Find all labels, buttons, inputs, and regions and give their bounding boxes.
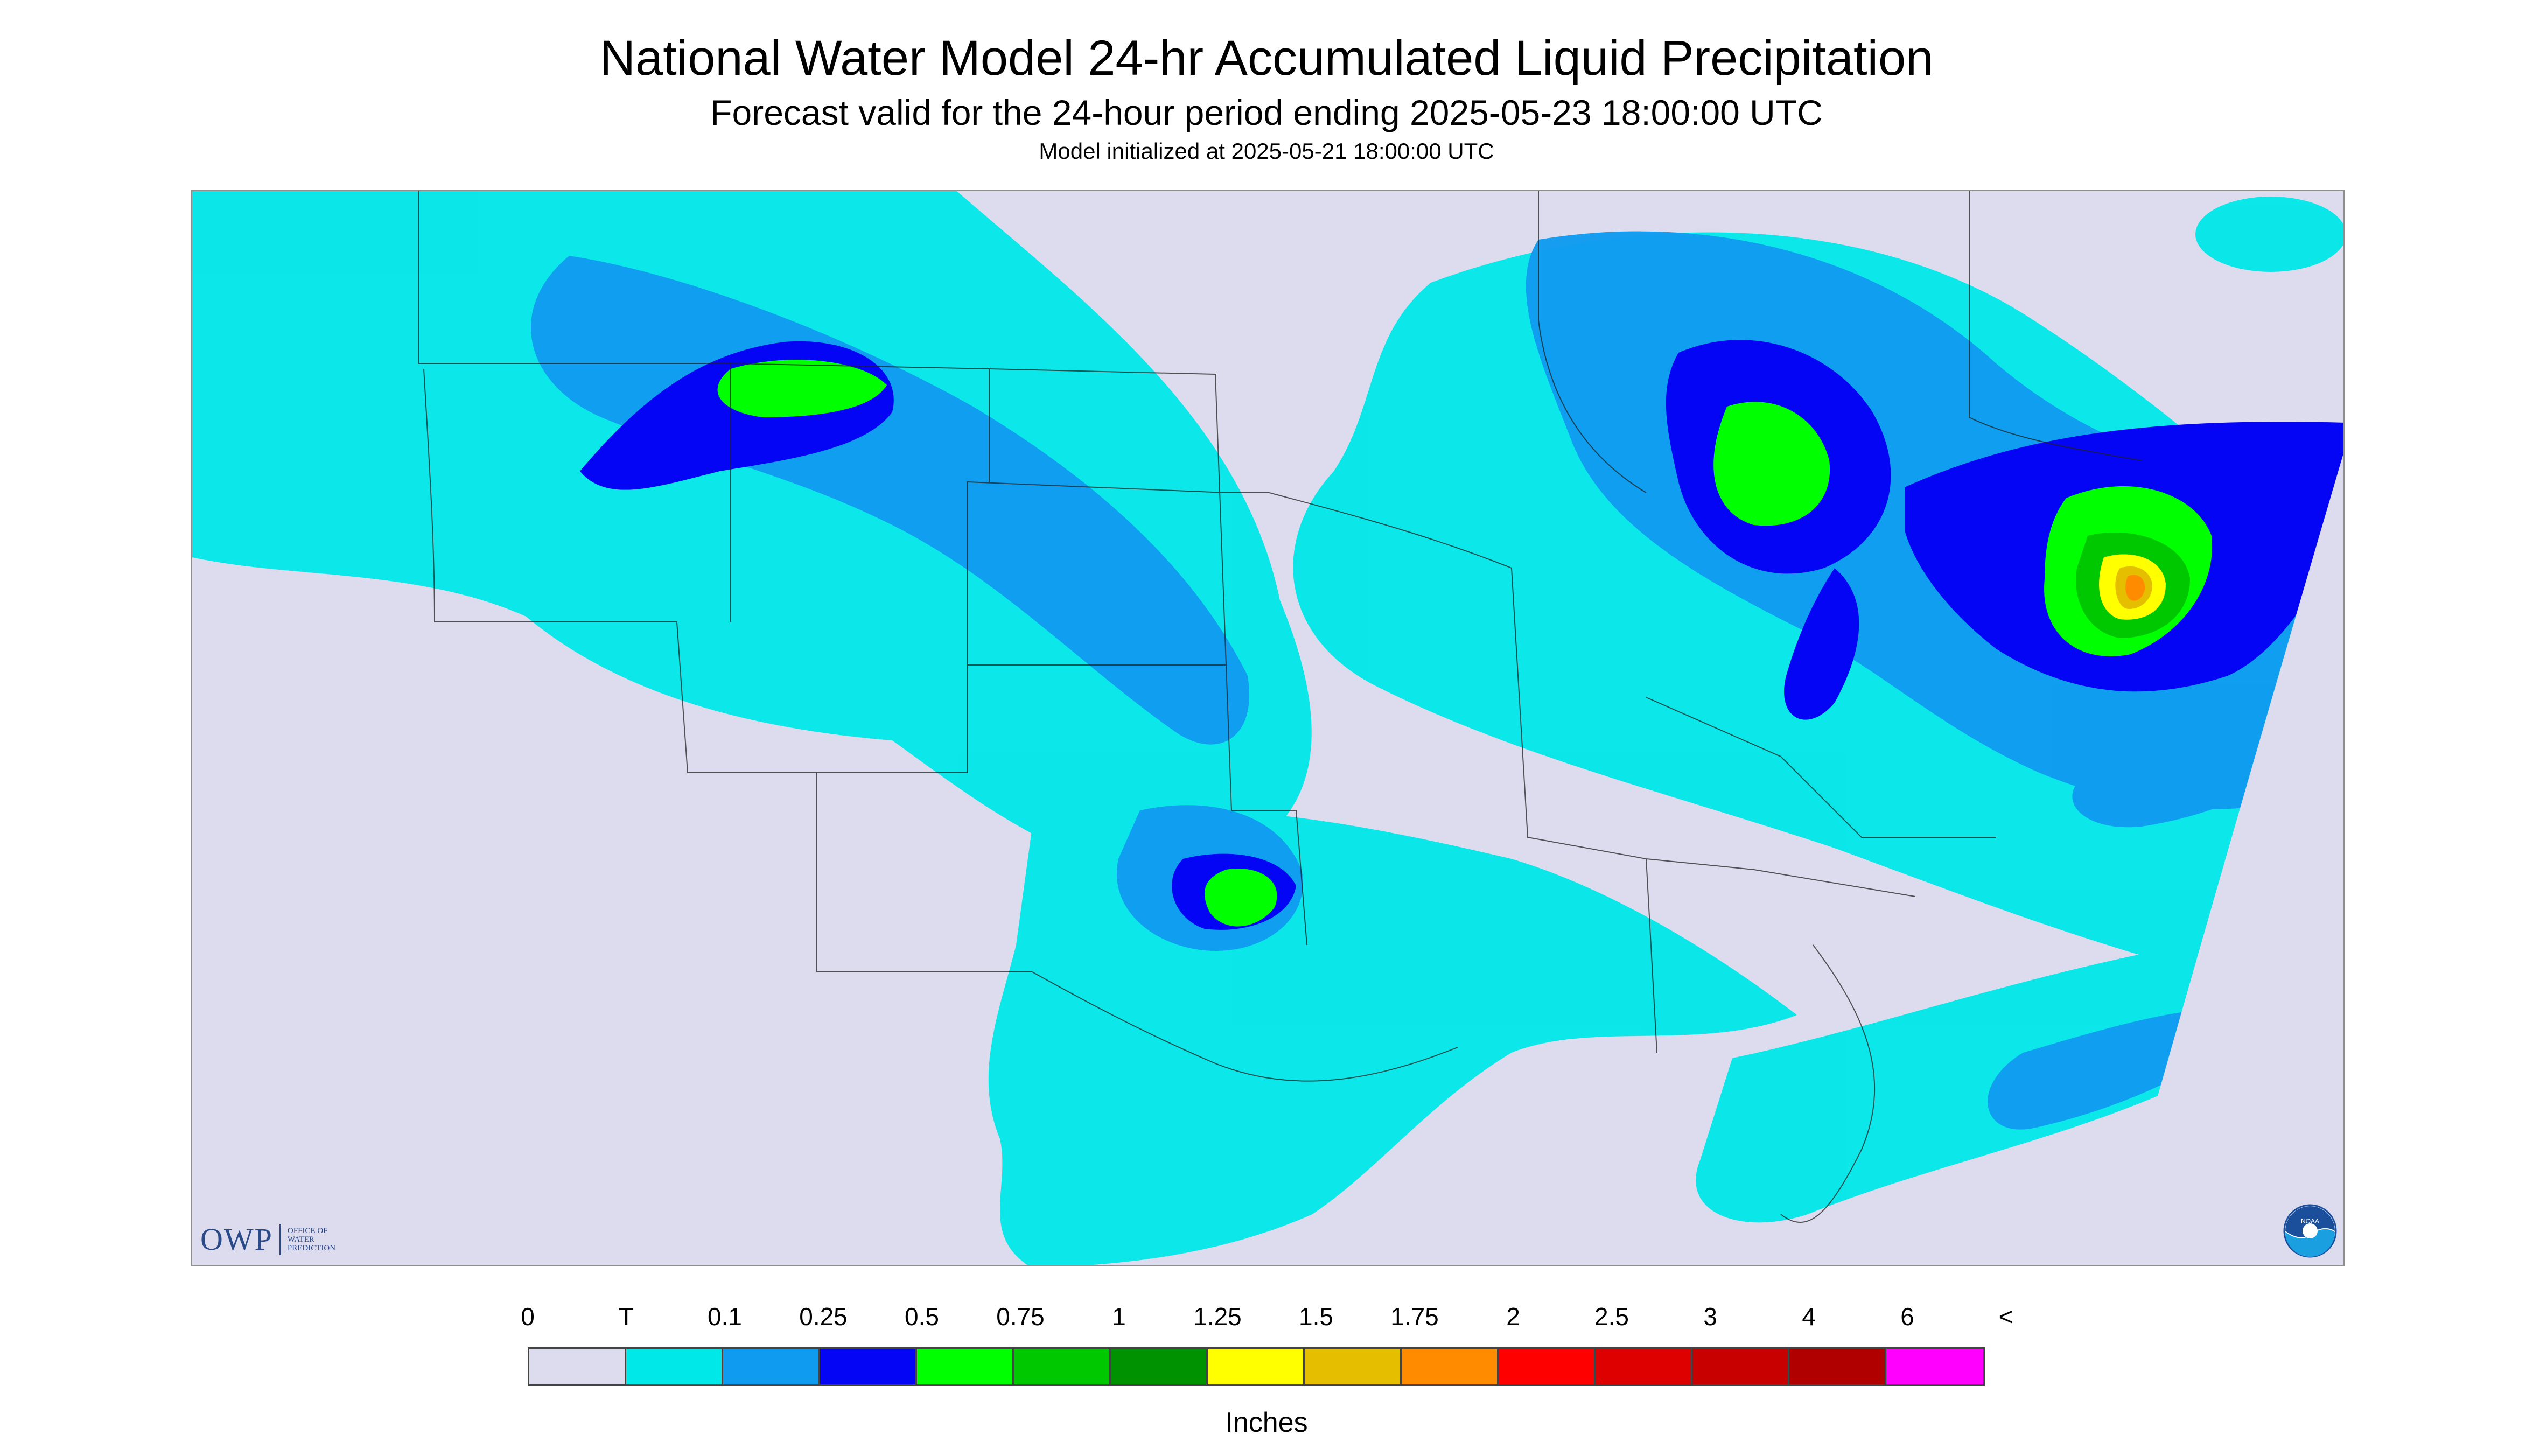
- legend-label: T: [618, 1303, 634, 1331]
- map-subtitle: Forecast valid for the 24-hour period en…: [710, 93, 1823, 132]
- legend-swatch: [723, 1349, 820, 1384]
- legend-label: 0.1: [708, 1303, 742, 1331]
- legend-units: Inches: [1225, 1407, 1308, 1438]
- legend-swatch: [626, 1349, 723, 1384]
- precip-15: [2125, 575, 2145, 601]
- legend-label: 6: [1900, 1303, 1914, 1331]
- legend-swatch: [1596, 1349, 1692, 1384]
- legend-colorbar: [528, 1347, 1985, 1386]
- noaa-logo-icon: NOAA: [2283, 1204, 2337, 1258]
- map-title: National Water Model 24-hr Accumulated L…: [599, 31, 1934, 86]
- legend-label: 0.75: [996, 1303, 1045, 1331]
- outside-domain: [192, 455, 2343, 1265]
- legend-swatch: [1499, 1349, 1596, 1384]
- owp-logo-subtitle: OFFICE OF WATER PREDICTION: [288, 1227, 335, 1252]
- legend-swatch: [1305, 1349, 1402, 1384]
- owp-logo: OWP OFFICE OF WATER PREDICTION: [200, 1221, 335, 1257]
- legend-swatch: [1789, 1349, 1886, 1384]
- noaa-logo-text: NOAA: [2301, 1217, 2319, 1225]
- boundaries: [418, 191, 2142, 1223]
- legend-swatch: [529, 1349, 626, 1384]
- legend-swatch: [1111, 1349, 1208, 1384]
- legend-label: 3: [1703, 1303, 1717, 1331]
- legend-label: 0.5: [905, 1303, 939, 1331]
- init-time: Model initialized at 2025-05-21 18:00:00…: [1039, 138, 1494, 164]
- legend-swatch: [1014, 1349, 1111, 1384]
- owp-logo-line: OFFICE OF: [287, 1226, 328, 1235]
- owp-logo-line: WATER: [287, 1235, 314, 1244]
- legend-label: 2: [1506, 1303, 1520, 1331]
- legend-label: 4: [1802, 1303, 1816, 1331]
- legend-label: 1.75: [1390, 1303, 1439, 1331]
- legend-swatch: [1886, 1349, 1983, 1384]
- legend-label: 1.5: [1299, 1303, 1333, 1331]
- legend-swatch: [1692, 1349, 1789, 1384]
- legend-swatch: [917, 1349, 1014, 1384]
- legend-label: <: [1998, 1303, 2013, 1331]
- legend-label: 1.25: [1193, 1303, 1242, 1331]
- legend-label: 0.25: [799, 1303, 848, 1331]
- owp-logo-text: OWP: [200, 1222, 273, 1257]
- legend-label: 0: [521, 1303, 535, 1331]
- legend-label: 1: [1112, 1303, 1126, 1331]
- owp-logo-line: PREDICTION: [287, 1243, 336, 1252]
- precip-map: [191, 190, 2345, 1266]
- legend-swatch: [820, 1349, 917, 1384]
- legend-label: 2.5: [1594, 1303, 1629, 1331]
- legend-swatch: [1402, 1349, 1499, 1384]
- owp-logo-divider: [279, 1223, 281, 1255]
- legend-swatch: [1208, 1349, 1305, 1384]
